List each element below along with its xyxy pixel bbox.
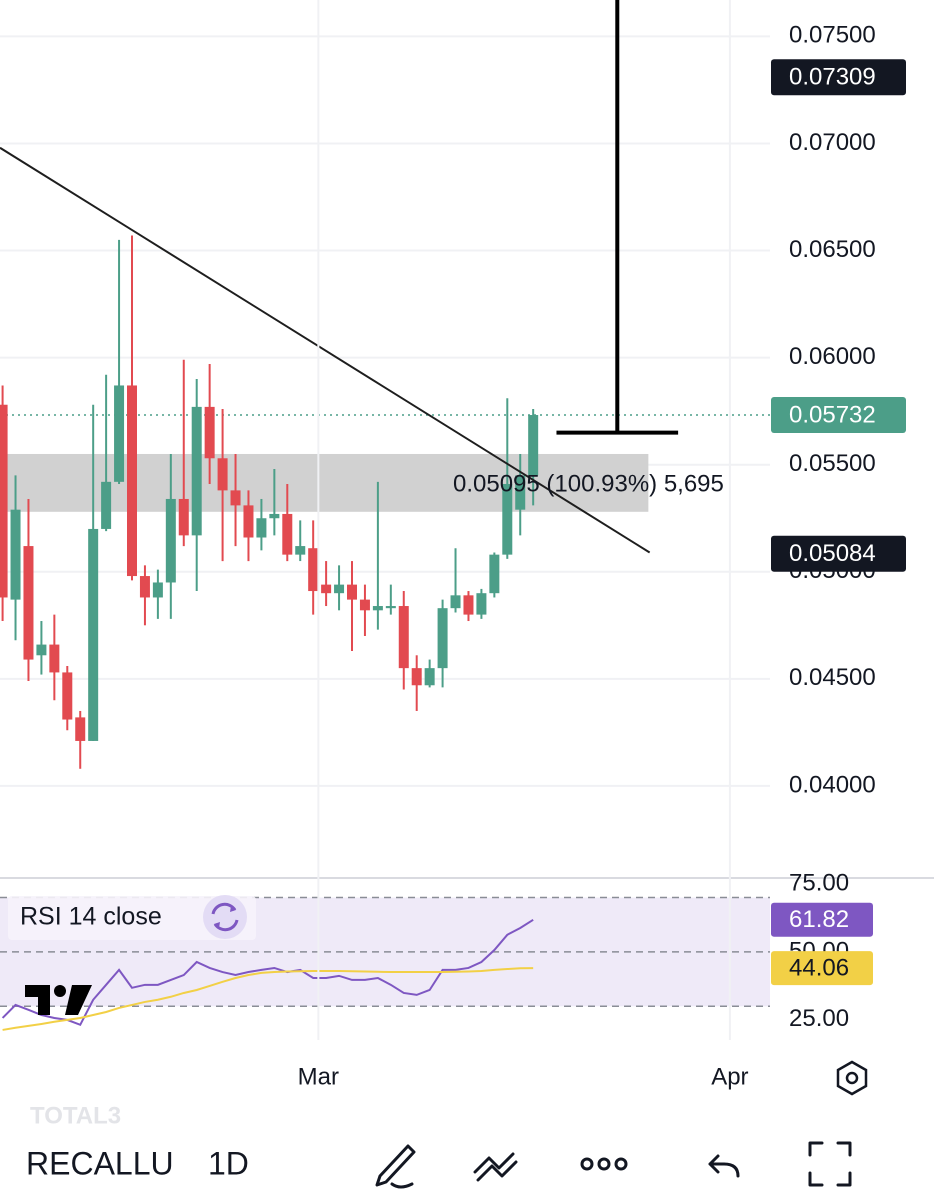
- candle-body: [321, 584, 332, 594]
- candle-body: [476, 593, 487, 615]
- watermark: TOTAL3: [30, 1102, 121, 1129]
- price-label: 0.05084: [789, 540, 876, 567]
- price-label: 0.05732: [789, 401, 876, 428]
- measure-label: 0.05095 (100.93%) 5,695: [453, 470, 724, 497]
- trend-tool[interactable]: [473, 1152, 518, 1182]
- candle-body: [88, 528, 99, 741]
- candle-body: [528, 415, 539, 476]
- candle-body: [463, 595, 474, 615]
- candle-body: [515, 475, 526, 510]
- candle-body: [308, 548, 319, 592]
- candle-body: [217, 458, 228, 491]
- candle-body: [230, 490, 241, 506]
- candle-body: [139, 576, 150, 598]
- y-tick-label: 25.00: [789, 1005, 849, 1032]
- candle-body: [101, 481, 112, 529]
- candle-body: [256, 518, 267, 538]
- price-label-box: [771, 59, 906, 96]
- y-tick-label: 0.07000: [789, 129, 876, 156]
- undo-button[interactable]: [708, 1154, 740, 1178]
- value-label-box: [771, 951, 873, 986]
- candle-body: [359, 599, 370, 611]
- candle-body: [385, 606, 396, 609]
- y-tick-label: 0.07500: [789, 22, 876, 49]
- refresh-button[interactable]: [203, 895, 247, 939]
- symbol[interactable]: RECALLU: [26, 1145, 174, 1181]
- candle-body: [502, 483, 513, 555]
- candle-body: [178, 498, 189, 536]
- price-pane: 0.05095 (100.93%) 5,695: [0, 0, 770, 787]
- value-label: 61.82: [789, 906, 849, 933]
- candle-body: [243, 505, 254, 538]
- candle-body: [372, 606, 383, 611]
- interval[interactable]: 1D: [208, 1145, 249, 1181]
- candle-body: [152, 582, 163, 598]
- candle-body: [75, 717, 86, 741]
- candle-body: [411, 668, 422, 686]
- candle-body: [437, 608, 448, 669]
- candle-body: [334, 584, 345, 594]
- y-tick-label: 0.05500: [789, 450, 876, 477]
- candle-body: [398, 606, 409, 669]
- candle-body: [204, 406, 215, 459]
- candle-body: [269, 513, 280, 519]
- y-tick-label: 75.00: [789, 869, 849, 896]
- candle-body: [424, 668, 435, 686]
- candle-body: [450, 595, 461, 609]
- rsi-line: [1, 918, 534, 1027]
- price-label-box: [771, 397, 906, 434]
- price-label-box: [771, 535, 906, 572]
- value-label: 44.06: [789, 954, 849, 981]
- candle-body: [347, 584, 357, 600]
- rsi-title: RSI 14 close: [20, 903, 162, 931]
- price-label: 0.07309: [789, 64, 876, 91]
- y-tick-label: 0.06000: [789, 343, 876, 370]
- rsi-legend: RSI 14 close: [8, 895, 256, 940]
- y-tick-label: 0.04500: [789, 664, 876, 691]
- candle-body: [49, 644, 60, 673]
- candle-body: [36, 644, 47, 656]
- refresh-arrows: [214, 906, 236, 928]
- candle-body: [62, 672, 73, 720]
- candle-body: [191, 406, 202, 536]
- candle-body: [10, 509, 21, 600]
- candle-body: [127, 385, 137, 577]
- candle-body: [295, 546, 306, 555]
- candle-body: [489, 554, 500, 594]
- more-button[interactable]: [580, 1157, 628, 1171]
- x-tick-label: Apr: [711, 1063, 748, 1090]
- axis-settings[interactable]: [836, 1060, 868, 1096]
- candle-body: [165, 498, 176, 583]
- rsi-line: [2, 967, 534, 1031]
- fullscreen-button[interactable]: [808, 1141, 852, 1187]
- y-tick-label: 0.06500: [789, 236, 876, 263]
- refresh-icon: [211, 902, 239, 932]
- y-tick-label: 0.04000: [789, 771, 876, 798]
- axes: 0.040000.045000.050000.055000.060000.065…: [298, 22, 906, 1090]
- tv-logo: [25, 985, 92, 1015]
- legend-box: [8, 896, 256, 940]
- draw-tool[interactable]: [375, 1144, 416, 1189]
- candle-body: [114, 385, 125, 482]
- candle-body: [23, 546, 34, 660]
- x-tick-label: Mar: [298, 1063, 339, 1090]
- candle-body: [282, 513, 293, 555]
- trend-line: [0, 146, 651, 554]
- candle-body: [0, 404, 8, 598]
- value-label-box: [771, 902, 873, 937]
